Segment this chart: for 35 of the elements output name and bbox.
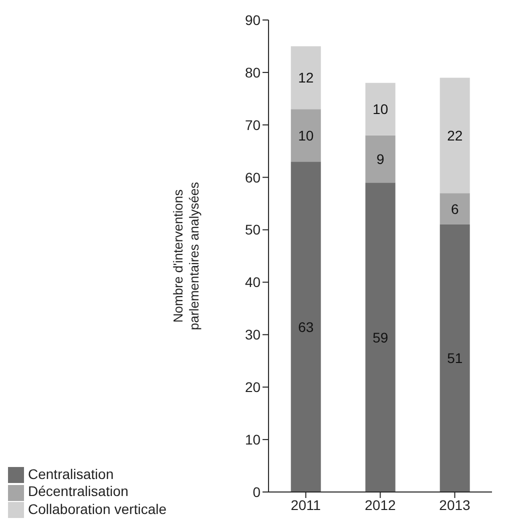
y-tick-label: 20: [244, 379, 261, 396]
data-label: 9: [376, 150, 384, 167]
data-label: 10: [298, 127, 314, 144]
y-tick-label: 10: [244, 432, 261, 448]
x-tick-label: 2011: [290, 496, 322, 513]
bar: [365, 182, 396, 492]
data-label: 63: [298, 318, 314, 335]
data-label: 6: [450, 200, 459, 217]
bar: [290, 109, 321, 162]
legend-label: Centralisation: [28, 466, 114, 482]
bar: [440, 193, 470, 225]
y-axis-title: Nombre d'interventions parlementaires analysées: [170, 181, 202, 330]
y-tick-label: 50: [244, 222, 261, 238]
y-tick-label: 40: [244, 274, 261, 290]
y-tick-label: 60: [244, 169, 261, 186]
bar: [440, 78, 470, 194]
legend-label: Décentralisation: [28, 483, 128, 500]
y-tick-label: 0: [252, 484, 261, 500]
y-tick-label: 80: [244, 64, 261, 80]
data-label: 12: [298, 70, 314, 86]
bar: [365, 82, 396, 136]
bar: [290, 162, 321, 492]
y-tick-label: 70: [244, 116, 261, 133]
data-label: 51: [447, 350, 463, 366]
x-tick-label: 2013: [439, 496, 471, 513]
y-tick-label: 30: [244, 326, 261, 343]
x-tick-label: 2012: [364, 496, 396, 513]
data-label: 22: [447, 127, 463, 144]
bar: [440, 224, 470, 492]
bar: [290, 46, 321, 110]
y-tick-label: 90: [244, 12, 261, 28]
data-label: 59: [372, 329, 388, 346]
bar: [365, 135, 396, 183]
legend-label: Collaboration verticale: [28, 500, 167, 517]
data-label: 10: [372, 101, 388, 118]
